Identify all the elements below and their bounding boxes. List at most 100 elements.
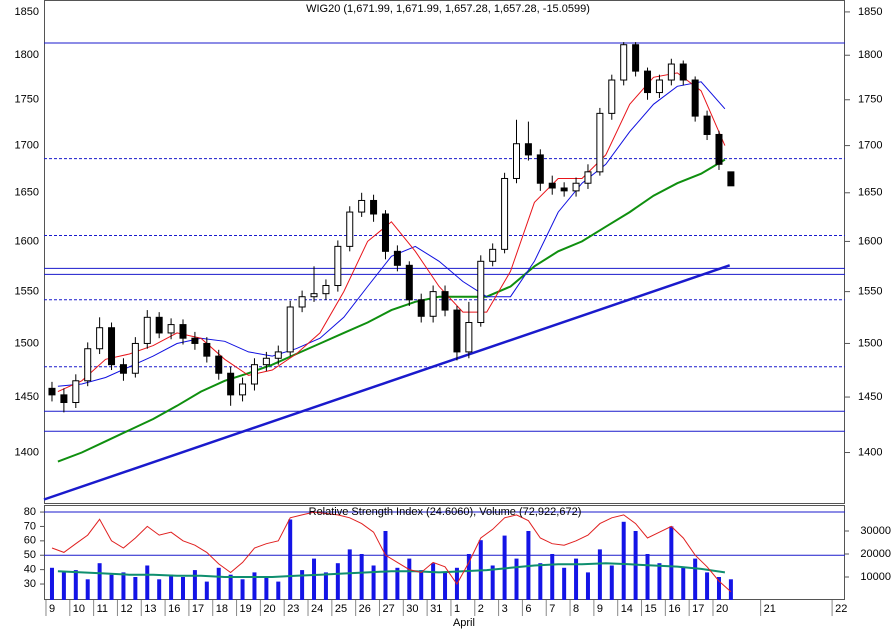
x-tick-label: 18: [216, 603, 228, 615]
candle-body: [215, 355, 223, 374]
candle-body: [143, 316, 151, 344]
trend-line: [43, 264, 731, 501]
candle-body: [572, 182, 580, 192]
chart-title: WIG20 (1,671.99, 1,671.99, 1,657.28, 1,6…: [306, 3, 590, 15]
x-tick-label: 13: [144, 603, 156, 615]
volume-bar: [419, 570, 424, 600]
x-tick-label: 21: [764, 603, 776, 615]
volume-bar: [514, 558, 519, 600]
candle-body: [465, 322, 473, 353]
y-tick-label: 80: [24, 506, 36, 518]
candle-body: [167, 324, 175, 334]
volume-bar: [621, 521, 626, 600]
volume-bar: [300, 570, 305, 600]
candle-body: [227, 372, 235, 396]
x-tick-label: 7: [549, 603, 555, 615]
candle-body: [131, 342, 139, 374]
x-tick-label: 9: [597, 603, 603, 615]
y-tick-label-right: 1800: [858, 49, 882, 61]
y-tick-label: 1550: [15, 286, 39, 298]
volume-bar: [359, 553, 364, 600]
volume-bar: [431, 563, 436, 600]
candle-body: [108, 327, 116, 366]
volume-bar: [85, 579, 90, 600]
x-tick-label: 22: [835, 603, 847, 615]
volume-bar: [574, 558, 579, 600]
y-tick-label-right: 1600: [858, 235, 882, 247]
volume-bar: [240, 579, 245, 600]
moving-average: [57, 72, 726, 393]
volume-bar: [347, 549, 352, 600]
x-tick-label: 20: [716, 603, 728, 615]
candle-body: [191, 337, 199, 344]
x-tick-label: 17: [192, 603, 204, 615]
volume-bar: [681, 567, 686, 600]
indicator-title: Relative Strength Index (24.6060), Volum…: [309, 506, 582, 518]
volume-bar: [490, 565, 495, 600]
volume-bar: [562, 567, 567, 600]
candle-body: [644, 70, 652, 94]
candle-body: [48, 387, 56, 396]
volume-bar: [312, 558, 317, 600]
x-tick-label: 23: [287, 603, 299, 615]
candle-body: [60, 394, 68, 404]
candle-body: [84, 348, 92, 382]
x-tick-label: 12: [120, 603, 132, 615]
volume-bar: [609, 565, 614, 600]
x-tick-label: 11: [97, 603, 108, 615]
volume-bar: [61, 572, 66, 600]
month-label: April: [453, 617, 475, 629]
candle-body: [513, 143, 521, 179]
x-tick-label: 9: [49, 603, 55, 615]
y-tick-label: 40: [24, 564, 36, 576]
volume-bar: [288, 519, 293, 600]
moving-average: [57, 81, 726, 387]
candle-body: [250, 364, 258, 385]
candle-body: [274, 351, 282, 359]
volume-bar: [538, 563, 543, 600]
volume-bar: [335, 563, 340, 600]
volume-bar: [145, 565, 150, 600]
volume-bar: [371, 565, 376, 600]
candle-body: [203, 342, 211, 357]
x-tick-label: 20: [263, 603, 275, 615]
candle-body: [96, 327, 104, 350]
x-tick-label: 27: [382, 603, 394, 615]
candle-body: [179, 324, 187, 339]
x-tick-label: 14: [621, 603, 633, 615]
y-tick-label: 1650: [15, 187, 39, 199]
candle-body: [322, 285, 330, 295]
candle-body: [298, 296, 306, 308]
y-tick-label-right: 1850: [858, 6, 882, 18]
volume-bar: [169, 574, 174, 600]
candle-body: [310, 293, 318, 298]
candle-body: [405, 264, 413, 301]
candle-body: [632, 44, 640, 72]
volume-bar: [157, 579, 162, 600]
moving-average: [57, 158, 726, 463]
y-tick-label-right: 1450: [858, 391, 882, 403]
candle-body: [620, 44, 628, 81]
volume-bar: [276, 581, 281, 600]
y-tick-label-right: 1750: [858, 94, 882, 106]
candle-body: [501, 177, 509, 250]
volume-bar: [395, 567, 400, 600]
candle-body: [560, 187, 568, 192]
volume-bar: [705, 572, 710, 600]
candle-body: [703, 115, 711, 135]
x-tick-label: 25: [335, 603, 347, 615]
y2-tick-label: 30000: [860, 525, 891, 537]
volume-bar: [180, 576, 185, 600]
candle-body: [286, 306, 294, 353]
volume-bar: [585, 572, 590, 600]
y-tick-label-right: 1550: [858, 286, 882, 298]
volume-bar: [669, 526, 674, 600]
volume-bar: [192, 570, 197, 600]
candle-body: [584, 171, 592, 184]
volume-bar: [133, 576, 138, 600]
volume-bar: [693, 558, 698, 600]
volume-average: [57, 562, 726, 578]
y-tick-label: 60: [24, 535, 36, 547]
y-tick-label: 1400: [15, 446, 39, 458]
